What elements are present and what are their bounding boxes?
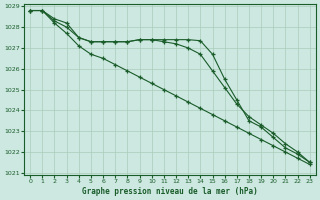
X-axis label: Graphe pression niveau de la mer (hPa): Graphe pression niveau de la mer (hPa)	[82, 187, 258, 196]
